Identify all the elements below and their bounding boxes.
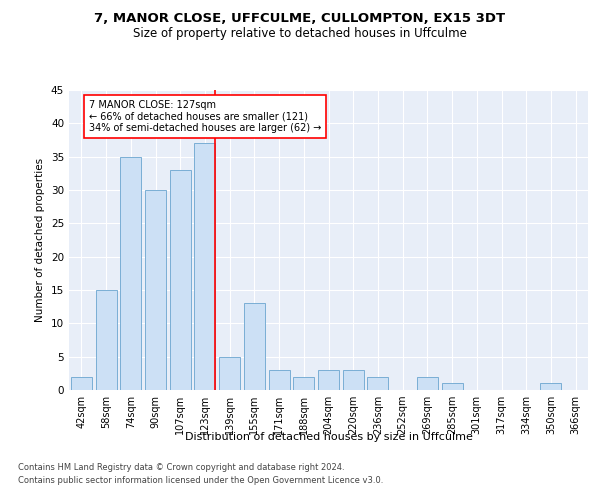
Bar xyxy=(219,356,240,390)
Bar xyxy=(442,384,463,390)
Text: 7, MANOR CLOSE, UFFCULME, CULLOMPTON, EX15 3DT: 7, MANOR CLOSE, UFFCULME, CULLOMPTON, EX… xyxy=(94,12,506,26)
Bar xyxy=(145,190,166,390)
Bar xyxy=(194,144,215,390)
Text: 7 MANOR CLOSE: 127sqm
← 66% of detached houses are smaller (121)
34% of semi-det: 7 MANOR CLOSE: 127sqm ← 66% of detached … xyxy=(89,100,321,133)
Bar xyxy=(269,370,290,390)
Text: Contains public sector information licensed under the Open Government Licence v3: Contains public sector information licen… xyxy=(18,476,383,485)
Bar xyxy=(120,156,141,390)
Bar xyxy=(170,170,191,390)
Bar xyxy=(95,290,116,390)
Bar xyxy=(293,376,314,390)
Text: Size of property relative to detached houses in Uffculme: Size of property relative to detached ho… xyxy=(133,28,467,40)
Bar xyxy=(318,370,339,390)
Text: Distribution of detached houses by size in Uffculme: Distribution of detached houses by size … xyxy=(185,432,473,442)
Bar xyxy=(71,376,92,390)
Bar xyxy=(541,384,562,390)
Bar xyxy=(417,376,438,390)
Text: Contains HM Land Registry data © Crown copyright and database right 2024.: Contains HM Land Registry data © Crown c… xyxy=(18,464,344,472)
Bar xyxy=(343,370,364,390)
Bar xyxy=(367,376,388,390)
Bar xyxy=(244,304,265,390)
Y-axis label: Number of detached properties: Number of detached properties xyxy=(35,158,46,322)
